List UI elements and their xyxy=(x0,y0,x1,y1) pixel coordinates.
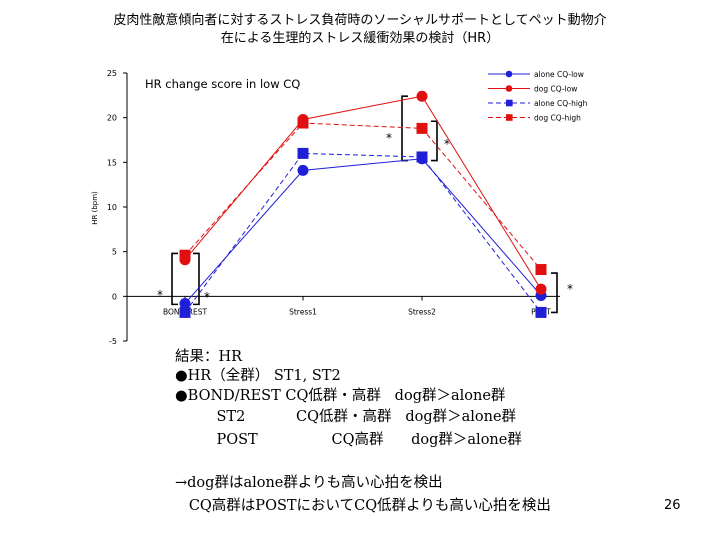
series-dog-cq-high xyxy=(179,117,547,276)
legend-label: dog CQ-low xyxy=(534,85,577,94)
series-line xyxy=(184,95,542,290)
significance-star: * xyxy=(444,137,450,151)
summary-line-4: ST2 CQ低群・高群 dog群＞alone群 xyxy=(175,409,517,425)
y-tick-label: 10 xyxy=(107,203,117,212)
x-tick-label: Stress1 xyxy=(289,307,317,316)
y-tick-label: 20 xyxy=(107,114,117,123)
significance-bracket xyxy=(193,252,200,306)
data-point xyxy=(179,306,191,318)
data-point xyxy=(179,297,191,309)
significance-bracket xyxy=(551,272,558,314)
chart-title: HR change score in low CQ xyxy=(145,77,300,91)
slide-title-line1: 皮肉性敵意傾向者に対するストレス負荷時のソーシャルサポートとしてペット動物介 xyxy=(113,13,607,28)
data-point xyxy=(179,249,191,261)
hr-line-chart: -50510152025BOND/RESTStress1Stress2POST … xyxy=(91,69,588,346)
significance-star: * xyxy=(157,288,163,302)
x-tick-label: Stress2 xyxy=(408,307,436,316)
y-tick-label: 5 xyxy=(112,248,117,257)
legend-label: alone CQ-low xyxy=(534,70,584,79)
significance-brackets: * * * * * xyxy=(157,95,573,314)
legend-label: alone CQ-high xyxy=(534,99,588,108)
legend-marker xyxy=(505,70,513,78)
legend-item: dog CQ-low xyxy=(488,85,577,94)
data-point xyxy=(535,306,547,318)
significance-star: * xyxy=(567,282,573,296)
significance-bracket xyxy=(171,252,178,306)
significance-bracket xyxy=(431,120,438,162)
summary-line-5: POST CQ高群 dog群＞alone群 xyxy=(175,432,522,448)
series-alone-cq-low xyxy=(179,153,547,309)
summary-line-7: CQ高群はPOSTにおいてCQ低群よりも高い心拍を検出 xyxy=(175,498,551,514)
summary-line-2: ●HR（全群） ST1, ST2 xyxy=(175,368,341,384)
series-dog-cq-low xyxy=(179,90,547,295)
significance-bracket xyxy=(401,95,408,162)
legend-item: alone CQ-low xyxy=(488,70,584,79)
y-tick-label: 25 xyxy=(107,69,117,78)
y-tick-label: -5 xyxy=(109,337,117,346)
significance-star: * xyxy=(204,290,210,304)
slide-title-line2: 在による生理的ストレス緩衝効果の検討（HR） xyxy=(220,31,500,46)
y-axis-label: HR (bpm) xyxy=(91,191,99,225)
data-point xyxy=(297,164,309,176)
series-line xyxy=(184,152,542,313)
legend-item: dog CQ-high xyxy=(488,114,581,123)
legend-item: alone CQ-high xyxy=(488,99,588,108)
data-point xyxy=(535,283,547,295)
chart-legend: alone CQ-low dog CQ-low alone CQ-high dog C… xyxy=(488,70,588,123)
series-line xyxy=(184,158,542,304)
summary-line-3: ●BOND/REST CQ低群・高群 dog群＞alone群 xyxy=(175,388,506,404)
legend-label: dog CQ-high xyxy=(534,114,581,123)
chart-series xyxy=(179,90,547,318)
data-point xyxy=(297,147,309,159)
data-point xyxy=(535,264,547,276)
summary-line-1: 結果：HR xyxy=(175,349,243,365)
legend-marker xyxy=(506,114,513,121)
summary-line-6: →dog群はalone群よりも高い心拍を検出 xyxy=(175,475,443,491)
series-alone-cq-high xyxy=(179,147,547,318)
page-number: 26 xyxy=(664,498,681,513)
data-point xyxy=(416,151,428,163)
significance-star: * xyxy=(386,131,392,145)
y-tick-label: 0 xyxy=(112,292,117,301)
legend-marker xyxy=(506,99,513,107)
data-point xyxy=(416,122,428,134)
y-tick-label: 15 xyxy=(107,158,117,167)
data-point xyxy=(297,117,309,129)
series-line xyxy=(184,122,542,270)
legend-marker xyxy=(505,85,513,92)
data-point xyxy=(416,90,428,102)
